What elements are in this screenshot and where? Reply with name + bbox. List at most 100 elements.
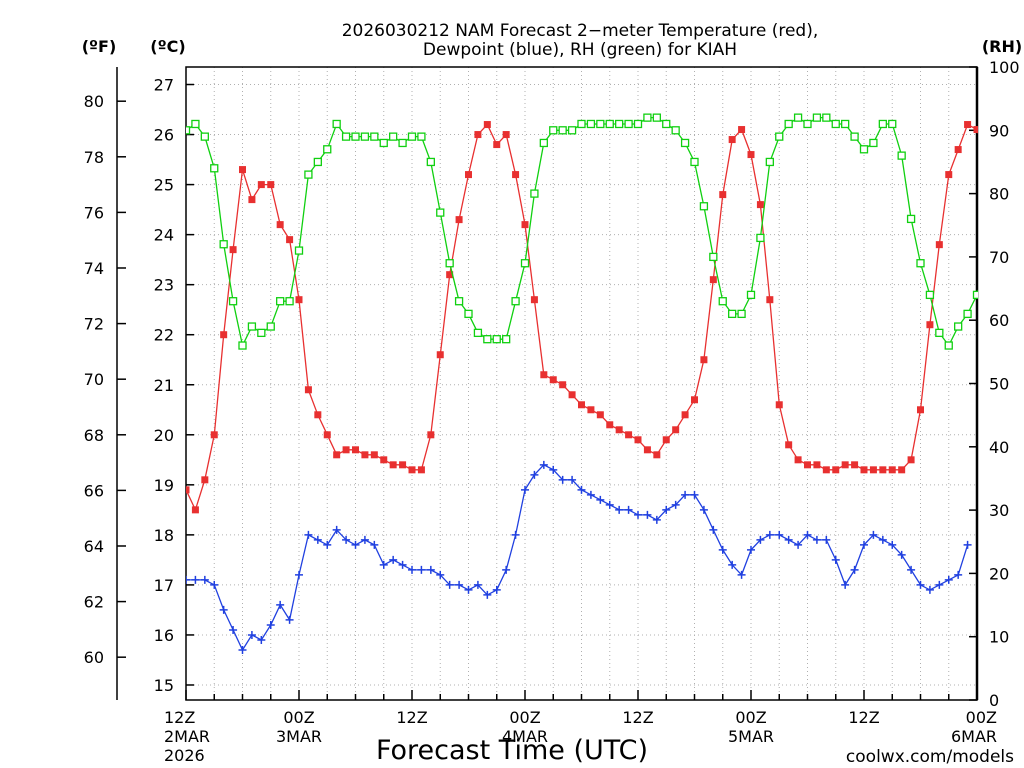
- rh-point: [746, 290, 756, 300]
- rh-point: [539, 138, 548, 148]
- rh-point: [850, 132, 859, 141]
- rh-point: [266, 322, 275, 331]
- rh-tick-label: 70: [989, 248, 1009, 267]
- fahrenheit-tick-label: 68: [84, 426, 104, 445]
- rh-point: [398, 138, 407, 148]
- temperature-point: [860, 466, 868, 474]
- dewpoint-point: [539, 460, 548, 469]
- dewpoint-point: [417, 565, 426, 574]
- rh-point: [916, 259, 925, 268]
- rh-point: [633, 119, 643, 129]
- rh-point: [294, 246, 304, 255]
- temperature-point: [191, 506, 199, 514]
- rh-point: [765, 157, 774, 167]
- rh-point: [869, 138, 878, 148]
- temperature-point: [502, 131, 510, 139]
- rh-point: [285, 297, 294, 306]
- dewpoint-point: [907, 565, 916, 574]
- rh-point: [624, 119, 633, 129]
- temperature-point: [568, 391, 576, 399]
- rh-point: [341, 132, 351, 141]
- temperature-point: [286, 236, 294, 244]
- dewpoint-point: [502, 565, 511, 574]
- temperature-point: [691, 396, 698, 404]
- temperature-point: [380, 456, 388, 464]
- dewpoint-point: [266, 620, 275, 629]
- temperature-point: [427, 431, 435, 439]
- dewpoint-point: [436, 570, 445, 579]
- rh-point: [549, 126, 558, 135]
- dewpoint-point: [831, 555, 840, 564]
- rh-point: [652, 113, 661, 122]
- rh-point: [304, 170, 313, 179]
- rh-point: [586, 119, 596, 129]
- dewpoint-point: [794, 540, 803, 549]
- dewpoint-point: [586, 490, 595, 499]
- rh-point: [925, 290, 935, 300]
- dewpoint-point: [568, 475, 577, 484]
- rh-point: [417, 132, 426, 141]
- rh-point: [728, 309, 737, 319]
- celsius-tick-label: 25: [154, 176, 174, 195]
- celsius-tick-label: 20: [154, 426, 174, 445]
- rh-point: [596, 119, 605, 129]
- dewpoint-point: [379, 560, 388, 569]
- rh-point: [831, 119, 840, 129]
- celsius-tick-label: 18: [154, 526, 174, 545]
- temperature-point: [851, 461, 859, 469]
- temperature-point: [709, 276, 717, 284]
- dewpoint-point: [756, 535, 765, 544]
- x-tick-label: 12Z: [396, 708, 427, 727]
- dewpoint-point: [342, 535, 351, 544]
- rh-point: [784, 119, 793, 129]
- temperature-point: [596, 411, 604, 419]
- rh-point: [605, 119, 614, 129]
- dewpoint-point: [822, 535, 831, 544]
- rh-point: [323, 145, 332, 154]
- fahrenheit-tick-label: 78: [84, 148, 104, 167]
- temperature-point: [248, 196, 256, 204]
- dewpoint-point: [897, 550, 906, 559]
- rh-tick-label: 10: [989, 628, 1009, 647]
- temperature-point: [342, 446, 350, 454]
- temperature-point: [521, 221, 529, 229]
- dewpoint-point: [398, 560, 407, 569]
- fahrenheit-tick-label: 72: [84, 315, 104, 334]
- rh-point: [803, 119, 812, 129]
- tick-labels: 15 16 17 18 19 20 21 22 23 24 25 26 27 60 62 64 66 68 70 72…: [84, 58, 1020, 765]
- dewpoint-point: [812, 535, 821, 544]
- dewpoint-point: [615, 505, 624, 514]
- temperature-point: [578, 401, 585, 409]
- temperature-point: [926, 321, 934, 329]
- dewpoint-point: [257, 635, 266, 644]
- rh-point: [888, 119, 897, 129]
- rh-point: [737, 309, 746, 319]
- fahrenheit-tick-label: 80: [84, 92, 104, 111]
- celsius-tick-label: 23: [154, 276, 174, 295]
- dewpoint-point: [210, 580, 219, 589]
- dewpoint-point: [925, 585, 934, 594]
- rh-point: [615, 119, 624, 129]
- temperature-point: [304, 386, 312, 394]
- temperature-point: [822, 466, 830, 474]
- rh-point: [972, 290, 978, 300]
- rh-point: [671, 126, 680, 135]
- rh-point: [238, 341, 247, 350]
- x-tick-label: 3MAR: [276, 727, 322, 746]
- rh-point: [558, 126, 567, 135]
- rh-point: [360, 132, 370, 141]
- dewpoint-point: [186, 575, 190, 584]
- rh-tick-label: 50: [989, 375, 1009, 394]
- dewpoint-point: [408, 565, 416, 574]
- temperature-point: [954, 146, 962, 154]
- rh-point: [407, 132, 417, 141]
- temperature-series: [186, 121, 978, 514]
- fahrenheit-tick-label: 76: [84, 203, 104, 222]
- rh-point: [511, 297, 520, 306]
- temperature-point: [719, 191, 727, 199]
- dewpoint-point: [671, 500, 680, 509]
- rh-point: [906, 214, 916, 224]
- rh-point: [426, 157, 435, 167]
- rh-point: [379, 138, 388, 148]
- rh-point: [276, 297, 285, 306]
